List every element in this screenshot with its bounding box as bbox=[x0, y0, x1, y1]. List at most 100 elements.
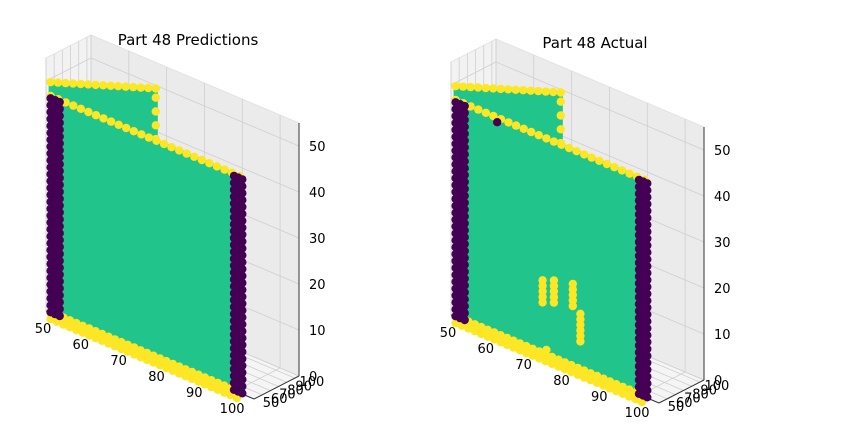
left-corner-point bbox=[55, 173, 64, 183]
bottom-edge-point bbox=[175, 369, 184, 378]
top-edge-point bbox=[602, 159, 612, 169]
top-edge-point bbox=[114, 120, 123, 129]
bottom-edge-point bbox=[130, 350, 139, 359]
top-edge-point bbox=[481, 108, 491, 118]
top-edge-point bbox=[84, 107, 93, 117]
bottom-edge-point bbox=[220, 381, 229, 390]
back-wall-top-point bbox=[556, 88, 565, 97]
z-tick-label: 30 bbox=[309, 232, 326, 247]
left-corner-point bbox=[460, 115, 469, 125]
left-corner-point bbox=[55, 166, 64, 176]
bottom-edge-point bbox=[612, 380, 621, 389]
back-wall-top-point bbox=[121, 82, 130, 91]
top-edge-point bbox=[610, 163, 619, 172]
bottom-edge-point bbox=[586, 369, 595, 378]
top-edge-point bbox=[466, 102, 475, 111]
right-corner-point bbox=[643, 344, 652, 354]
bottom-edge-point bbox=[554, 362, 563, 371]
back-vertical-edge-point bbox=[556, 111, 565, 120]
top-edge-point bbox=[61, 98, 70, 107]
x-tick-label: 70 bbox=[110, 354, 127, 369]
right-corner-point bbox=[643, 289, 652, 298]
bottom-edge-point bbox=[117, 344, 126, 354]
right-corner-point bbox=[238, 382, 247, 391]
right-corner-point bbox=[238, 361, 247, 370]
bottom-edge-point bbox=[535, 354, 544, 363]
bottom-edge-point bbox=[162, 356, 171, 366]
right-corner-point bbox=[643, 358, 652, 367]
back-wall-top-point bbox=[99, 81, 108, 90]
z-tick-label: 10 bbox=[309, 324, 326, 339]
back-wall-top-point bbox=[466, 82, 475, 92]
left-corner-point bbox=[55, 153, 64, 162]
bottom-edge-point bbox=[123, 347, 132, 356]
bottom-edge-point bbox=[605, 377, 615, 386]
right-corner-point bbox=[643, 234, 652, 243]
y-axis-line bbox=[658, 379, 705, 404]
bottom-edge-point bbox=[91, 333, 100, 343]
bottom-edge-point bbox=[85, 331, 94, 340]
back-wall-top-point bbox=[481, 83, 490, 93]
y-tick-label: 100 bbox=[299, 375, 324, 390]
top-edge-point bbox=[69, 101, 78, 110]
bottom-edge-point bbox=[490, 328, 499, 337]
right-corner-point bbox=[238, 264, 247, 274]
right-corner-point bbox=[643, 255, 652, 264]
left-corner-point bbox=[55, 249, 64, 259]
z-tick-label: 0 bbox=[309, 370, 317, 385]
left-corner-point bbox=[55, 208, 64, 217]
patch-point bbox=[568, 279, 577, 289]
patch-point bbox=[549, 276, 559, 285]
right-corner-point bbox=[643, 372, 652, 381]
top-edge-point bbox=[587, 153, 596, 162]
right-corner-point bbox=[238, 244, 247, 253]
y-tick-label: 50 bbox=[668, 400, 685, 415]
bottom-edge-point bbox=[573, 363, 582, 373]
z-grid-line bbox=[90, 57, 300, 147]
bottom-edge-point bbox=[104, 339, 113, 348]
right-corner-point bbox=[238, 182, 247, 191]
right-corner-point bbox=[238, 368, 247, 377]
z-tick-label: 40 bbox=[309, 186, 326, 201]
right-corner-point bbox=[238, 389, 247, 398]
bottom-edge-point bbox=[78, 321, 87, 330]
top-edge-point bbox=[167, 143, 176, 152]
bottom-edge-point bbox=[477, 329, 486, 339]
top-edge-point bbox=[489, 111, 498, 121]
patch-point bbox=[576, 309, 585, 318]
left-corner-point bbox=[55, 146, 64, 155]
back-wall-top-point bbox=[504, 85, 513, 94]
top-edge-point bbox=[617, 166, 627, 175]
back-wall-top-point bbox=[451, 82, 460, 91]
y-tick-label: 60 bbox=[271, 392, 288, 407]
top-edge-point bbox=[99, 114, 108, 123]
bottom-edge-point bbox=[605, 384, 615, 393]
right-corner-point bbox=[238, 292, 247, 301]
right-corner-point bbox=[643, 220, 652, 229]
left-corner-point bbox=[55, 229, 64, 238]
bottom-edge-point bbox=[625, 385, 634, 394]
y-axis-line bbox=[253, 375, 300, 400]
bottom-edge-point bbox=[220, 388, 229, 397]
right-corner-point bbox=[643, 186, 652, 195]
left-corner-point bbox=[460, 150, 469, 159]
top-edge-point bbox=[205, 159, 214, 168]
z-grid-line bbox=[495, 61, 705, 151]
left-corner-point bbox=[55, 298, 64, 307]
left-corner-point bbox=[55, 263, 64, 272]
top-edge-point bbox=[625, 169, 634, 178]
right-corner-point bbox=[643, 241, 652, 250]
bottom-edge-point bbox=[592, 371, 602, 381]
y-tick-label: 50 bbox=[263, 396, 280, 411]
left-corner-point bbox=[460, 184, 469, 194]
bottom-edge-point bbox=[528, 351, 537, 360]
bottom-edge-point bbox=[470, 327, 480, 336]
right-corner-point bbox=[238, 175, 247, 184]
right-corner-point bbox=[643, 179, 652, 188]
patch-point bbox=[538, 276, 547, 285]
left-corner-point bbox=[460, 108, 469, 118]
right-corner-point bbox=[643, 296, 652, 305]
y-tick-label: 80 bbox=[692, 388, 709, 403]
bottom-edge-point bbox=[187, 374, 197, 384]
y-tick-label: 100 bbox=[704, 379, 729, 394]
